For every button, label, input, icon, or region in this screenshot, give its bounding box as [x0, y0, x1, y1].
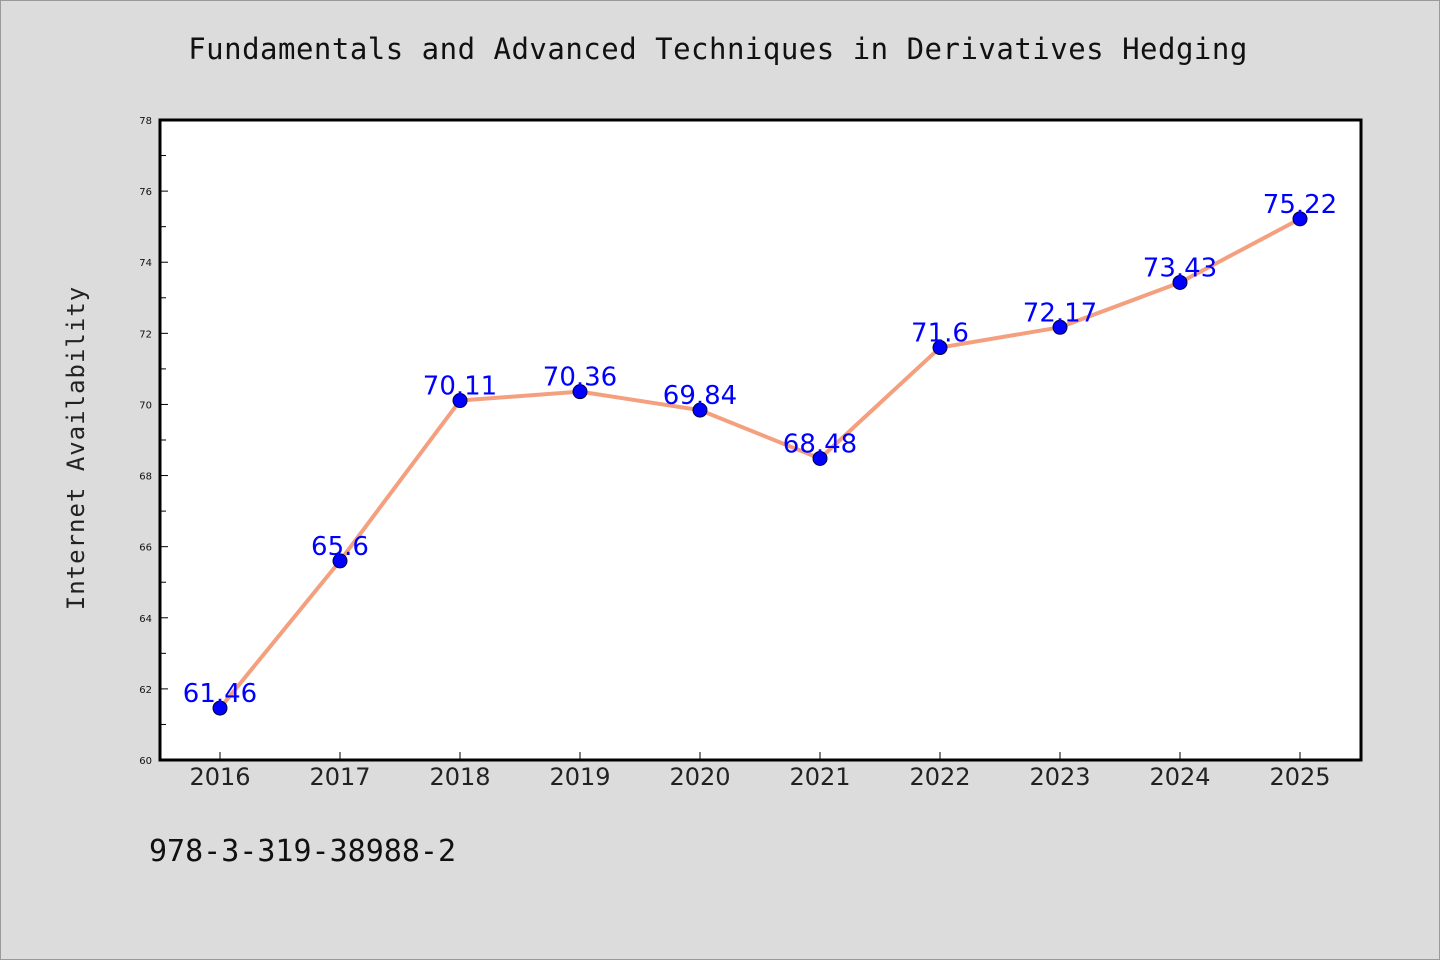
y-tick-label: 68 — [139, 472, 152, 483]
x-tick-label: 2016 — [189, 763, 250, 791]
x-tick-label: 2024 — [1149, 763, 1210, 791]
chart-title: Fundamentals and Advanced Techniques in … — [188, 32, 1248, 66]
y-tick-label: 78 — [139, 116, 152, 127]
data-label: 61.46 — [183, 679, 257, 709]
x-tick-label: 2019 — [549, 763, 610, 791]
data-label: 75.22 — [1263, 190, 1337, 220]
x-tick-label: 2020 — [669, 763, 730, 791]
data-label: 65.6 — [311, 532, 369, 562]
data-label: 68.48 — [783, 429, 857, 459]
data-label: 69.84 — [663, 381, 737, 411]
data-label: 70.36 — [543, 363, 617, 393]
y-tick-label: 74 — [139, 258, 152, 269]
data-label: 70.11 — [423, 372, 497, 402]
y-tick-label: 64 — [139, 614, 152, 625]
x-tick-label: 2022 — [909, 763, 970, 791]
data-point — [692, 402, 708, 418]
data-point — [212, 700, 228, 716]
x-tick-label: 2025 — [1269, 763, 1330, 791]
y-tick-label: 70 — [139, 400, 152, 411]
y-axis-ticks: 60 62 64 66 68 70 72 74 76 78 — [139, 116, 168, 767]
data-point — [1292, 211, 1308, 227]
y-tick-label: 72 — [139, 329, 152, 340]
x-tick-label: 2023 — [1029, 763, 1090, 791]
data-point — [932, 340, 948, 356]
data-point — [1172, 274, 1188, 290]
isbn-text: 978-3-319-38988-2 — [149, 834, 457, 869]
series-line — [218, 216, 1302, 711]
y-tick-label: 76 — [139, 187, 152, 198]
y-tick-label: 66 — [139, 543, 152, 554]
data-label: 71.6 — [911, 319, 969, 349]
x-axis-ticks: 2016 2017 2018 2019 2020 2021 2022 2023 2024 2025 — [189, 752, 1331, 791]
x-tick-label: 2018 — [429, 763, 490, 791]
data-point — [812, 450, 828, 466]
x-tick-label: 2017 — [309, 763, 370, 791]
y-tick-label: 62 — [139, 685, 152, 696]
data-point — [1052, 319, 1068, 335]
x-tick-label: 2021 — [789, 763, 850, 791]
y-tick-label: 60 — [139, 756, 152, 767]
data-label: 72.17 — [1023, 298, 1097, 328]
plot-area — [158, 118, 1363, 762]
data-point — [332, 553, 348, 569]
data-label: 73.43 — [1143, 253, 1217, 283]
data-point — [452, 393, 468, 409]
series-group — [212, 211, 1308, 716]
data-point — [572, 384, 588, 400]
data-labels-group: 61.46 65.6 70.11 70.36 69.84 68.48 71.6 72.17 73… — [183, 190, 1337, 709]
